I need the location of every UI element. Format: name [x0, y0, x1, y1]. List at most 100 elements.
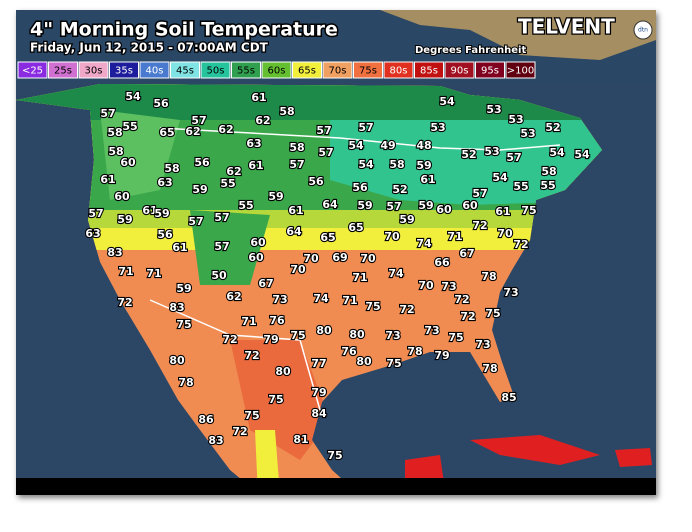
- legend-label: 95s: [481, 66, 499, 77]
- station-value: 52: [545, 121, 560, 134]
- station-value: 49: [380, 139, 395, 152]
- legend-label: 50s: [207, 66, 225, 77]
- station-value: 69: [332, 251, 347, 264]
- station-value: 55: [220, 177, 235, 190]
- units: Degrees Fahrenheit: [415, 45, 526, 56]
- station-value: 53: [430, 121, 445, 134]
- station-value: 75: [176, 318, 191, 331]
- station-value: 57: [214, 240, 229, 253]
- station-value: 73: [272, 293, 287, 306]
- station-value: 55: [540, 179, 555, 192]
- legend-label: 90s: [451, 66, 469, 77]
- station-value: 75: [244, 409, 259, 422]
- station-value: 57: [191, 114, 206, 127]
- station-value: 59: [176, 282, 191, 295]
- station-value: 62: [255, 114, 270, 127]
- station-value: 56: [352, 181, 368, 194]
- station-value: 58: [164, 162, 179, 175]
- legend-swatch: [78, 61, 109, 79]
- station-value: 72: [454, 293, 469, 306]
- station-value: 57: [316, 124, 331, 137]
- station-value: 61: [495, 205, 510, 218]
- station-value: 75: [521, 204, 536, 217]
- station-value: 58: [108, 145, 123, 158]
- title: 4" Morning Soil Temperature: [30, 19, 338, 41]
- station-value: 60: [114, 190, 130, 203]
- legend-swatch: [475, 61, 505, 79]
- station-value: 60: [250, 236, 266, 249]
- logo-badge-text: dtn: [638, 27, 648, 34]
- station-value: 67: [459, 247, 474, 260]
- station-value: 84: [311, 407, 327, 420]
- station-value: 61: [100, 173, 115, 186]
- station-value: 86: [198, 413, 214, 426]
- station-value: 55: [122, 120, 137, 133]
- station-value: 60: [120, 156, 136, 169]
- station-value: 50: [211, 269, 227, 282]
- station-value: 57: [506, 151, 521, 164]
- legend-swatch: [200, 61, 231, 79]
- station-value: 80: [349, 328, 365, 341]
- station-value: 65: [348, 221, 363, 234]
- footer-bar: [16, 478, 656, 495]
- station-value: 60: [462, 199, 478, 212]
- station-value: 70: [418, 279, 434, 292]
- station-value: 78: [178, 376, 193, 389]
- station-value: 75: [327, 449, 342, 462]
- station-value: 83: [169, 301, 184, 314]
- station-value: 75: [268, 393, 283, 406]
- station-value: 81: [293, 433, 308, 446]
- legend-label: 25s: [54, 66, 72, 77]
- station-value: 78: [482, 362, 497, 375]
- station-value: 53: [508, 113, 523, 126]
- station-value: 57: [472, 187, 487, 200]
- station-value: 63: [246, 137, 261, 150]
- legend-label: 60s: [268, 66, 286, 77]
- station-value: 80: [169, 354, 185, 367]
- legend-swatch: [170, 61, 200, 79]
- station-value: 70: [360, 252, 376, 265]
- border-canada: [159, 127, 561, 151]
- station-value: 54: [348, 139, 364, 152]
- station-value: 78: [481, 270, 496, 283]
- legend: <25 25s 30s 35s 40s 45s 50s 55s 60s 65s 70s 75s 80s 8…: [17, 61, 536, 79]
- station-value: 58: [389, 158, 404, 171]
- station-value: 70: [384, 230, 400, 243]
- border-mexico: [149, 299, 321, 411]
- station-value: 72: [513, 238, 528, 251]
- station-value: 76: [341, 345, 357, 358]
- legend-label: 80s: [390, 66, 408, 77]
- station-value: 74: [388, 267, 404, 280]
- legend-swatch: [353, 61, 383, 79]
- station-value: 80: [356, 355, 372, 368]
- station-value: 57: [188, 215, 203, 228]
- station-value: 59: [268, 190, 283, 203]
- legend-label: 65s: [298, 66, 316, 77]
- station-value: 73: [503, 286, 518, 299]
- station-value: 73: [475, 338, 490, 351]
- station-value: 65: [320, 231, 335, 244]
- legend-label: <25: [22, 66, 43, 77]
- legend-swatch: [505, 61, 536, 79]
- station-value: 71: [241, 315, 256, 328]
- station-value: 77: [311, 357, 326, 370]
- station-value: 71: [118, 265, 133, 278]
- station-value: 54: [125, 90, 141, 103]
- station-value: 57: [100, 107, 115, 120]
- station-value: 48: [416, 139, 431, 152]
- station-value: 73: [441, 280, 456, 293]
- station-value: 62: [226, 290, 241, 303]
- station-value: 72: [244, 349, 259, 362]
- station-value: 83: [208, 434, 223, 447]
- hispaniola: [615, 448, 652, 467]
- station-value: 57: [214, 211, 229, 224]
- station-value: 72: [117, 296, 132, 309]
- station-value: 57: [358, 121, 373, 134]
- legend-label: 40s: [146, 66, 164, 77]
- station-value: 80: [316, 324, 332, 337]
- station-value: 75: [386, 357, 401, 370]
- legend-label: 35s: [115, 66, 133, 77]
- station-value: 72: [222, 333, 237, 346]
